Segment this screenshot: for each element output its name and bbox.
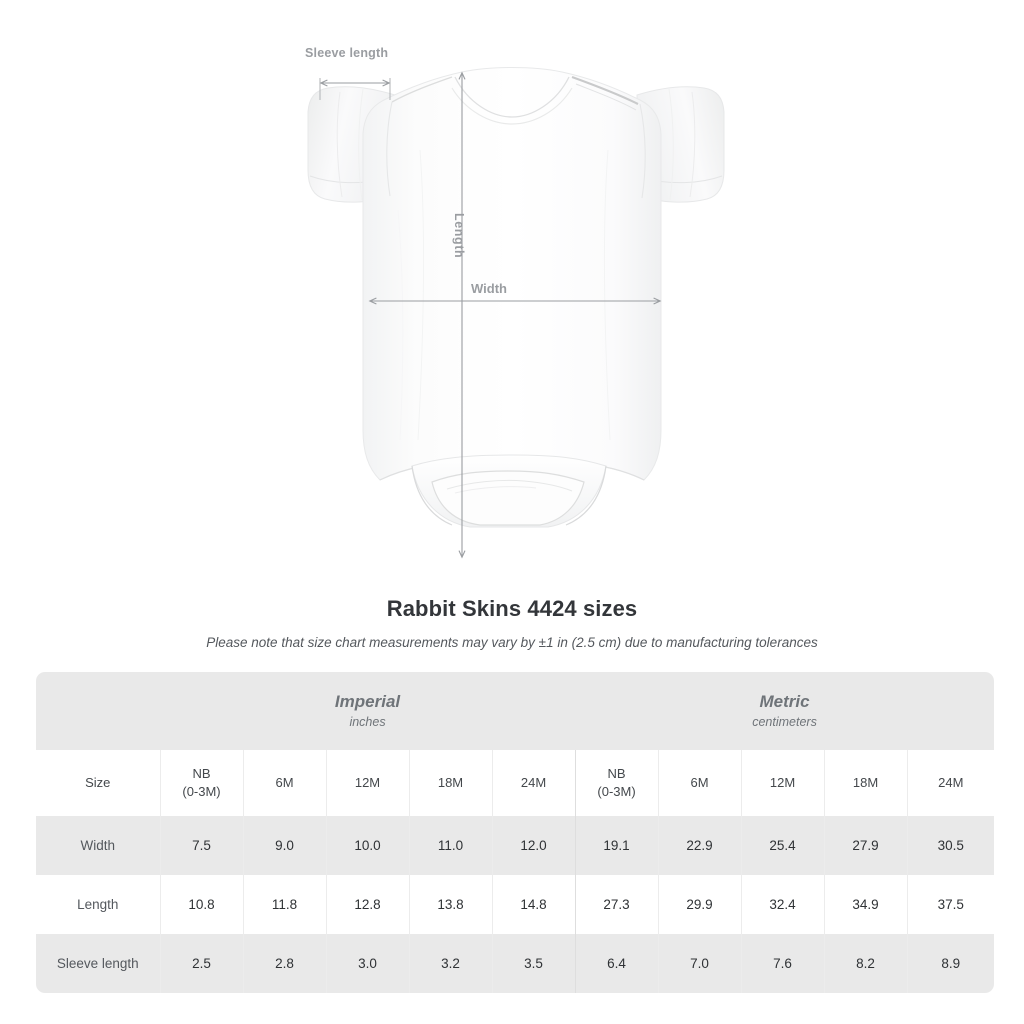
cell-width-imperial-18m: 11.0: [409, 816, 493, 875]
table-row: Width 7.5 9.0 10.0 11.0 12.0 19.1 22.9 2…: [36, 816, 995, 875]
cell-length-metric-nb: 27.3: [575, 875, 659, 934]
measurement-tolerance-note: Please note that size chart measurements…: [206, 635, 818, 650]
cell-width-metric-12m: 25.4: [741, 816, 825, 875]
cell-width-imperial-nb: 7.5: [160, 816, 244, 875]
unit-name-imperial: Imperial: [334, 692, 401, 712]
cell-sleeve-metric-24m: 8.9: [907, 934, 995, 993]
size-chart-table-wrapper: Imperial inches Metric centimeters Size …: [36, 672, 995, 993]
row-label-sleeve-length: Sleeve length: [36, 934, 161, 993]
column-header-size: Size: [36, 750, 161, 816]
column-header-metric-6m: 6M: [658, 750, 742, 816]
width-annotation-label: Width: [471, 281, 507, 296]
cell-sleeve-imperial-nb: 2.5: [160, 934, 244, 993]
cell-sleeve-imperial-18m: 3.2: [409, 934, 493, 993]
sleeve-length-dimension: [319, 78, 391, 100]
cell-sleeve-imperial-6m: 2.8: [243, 934, 327, 993]
unit-header-metric: Metric centimeters: [575, 672, 995, 750]
garment-illustration-panel: Sleeve length Width Length: [305, 46, 725, 559]
unit-header-spacer: [36, 672, 160, 750]
baby-bodysuit-illustration: [307, 67, 725, 559]
column-header-imperial-12m: 12M: [326, 750, 410, 816]
unit-header-imperial: Imperial inches: [160, 672, 576, 750]
cell-length-metric-12m: 32.4: [741, 875, 825, 934]
sleeve-length-annotation-label: Sleeve length: [305, 46, 389, 60]
cell-length-metric-18m: 34.9: [824, 875, 908, 934]
cell-length-imperial-24m: 14.8: [492, 875, 576, 934]
cell-width-imperial-6m: 9.0: [243, 816, 327, 875]
column-header-imperial-6m: 6M: [243, 750, 327, 816]
column-header-imperial-18m: 18M: [409, 750, 493, 816]
size-chart-table: Imperial inches Metric centimeters Size …: [36, 672, 995, 993]
cell-width-metric-6m: 22.9: [658, 816, 742, 875]
cell-width-metric-18m: 27.9: [824, 816, 908, 875]
column-header-metric-12m: 12M: [741, 750, 825, 816]
column-header-imperial-24m: 24M: [492, 750, 576, 816]
table-unit-header-row: Imperial inches Metric centimeters: [36, 672, 995, 750]
cell-sleeve-metric-18m: 8.2: [824, 934, 908, 993]
cell-sleeve-metric-6m: 7.0: [658, 934, 742, 993]
length-annotation-label: Length: [452, 213, 466, 259]
row-label-width: Width: [36, 816, 161, 875]
row-label-length: Length: [36, 875, 161, 934]
cell-width-imperial-24m: 12.0: [492, 816, 576, 875]
column-header-imperial-nb: NB (0-3M): [160, 750, 244, 816]
cell-length-metric-6m: 29.9: [658, 875, 742, 934]
title-block: Rabbit Skins 4424 sizes Please note that…: [0, 596, 1024, 650]
unit-sub-imperial: inches: [349, 714, 386, 729]
cell-sleeve-imperial-24m: 3.5: [492, 934, 576, 993]
bodysuit-body: [362, 67, 662, 481]
cell-length-imperial-18m: 13.8: [409, 875, 493, 934]
cell-width-metric-24m: 30.5: [907, 816, 995, 875]
cell-length-metric-24m: 37.5: [907, 875, 995, 934]
cell-sleeve-metric-nb: 6.4: [575, 934, 659, 993]
cell-width-imperial-12m: 10.0: [326, 816, 410, 875]
unit-sub-metric: centimeters: [752, 714, 817, 729]
table-size-header-row: Size NB (0-3M) 6M 12M 18M 24M NB (0-3M) 6M…: [36, 750, 995, 816]
table-row: Length 10.8 11.8 12.8 13.8 14.8 27.3 29.…: [36, 875, 995, 934]
page-title: Rabbit Skins 4424 sizes: [386, 596, 638, 621]
cell-length-imperial-6m: 11.8: [243, 875, 327, 934]
unit-name-metric: Metric: [759, 692, 810, 712]
snap-crotch-panel: [411, 454, 607, 528]
column-header-metric-24m: 24M: [907, 750, 995, 816]
column-header-metric-18m: 18M: [824, 750, 908, 816]
cell-length-imperial-12m: 12.8: [326, 875, 410, 934]
cell-sleeve-metric-12m: 7.6: [741, 934, 825, 993]
column-header-metric-nb: NB (0-3M): [575, 750, 659, 816]
table-row: Sleeve length 2.5 2.8 3.0 3.2 3.5 6.4 7.…: [36, 934, 995, 993]
cell-width-metric-nb: 19.1: [575, 816, 659, 875]
cell-sleeve-imperial-12m: 3.0: [326, 934, 410, 993]
cell-length-imperial-nb: 10.8: [160, 875, 244, 934]
